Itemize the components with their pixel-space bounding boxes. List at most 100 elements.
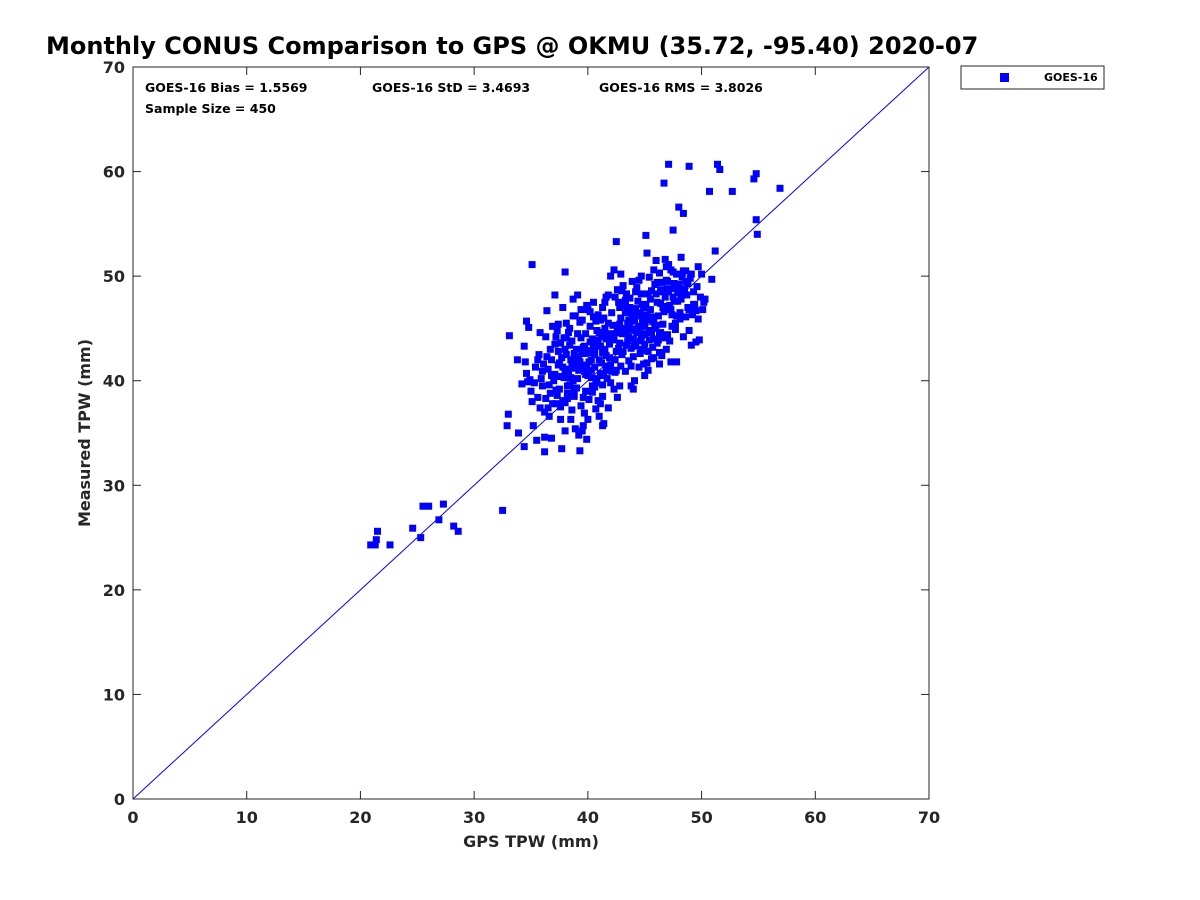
data-point <box>687 341 695 349</box>
data-point <box>657 286 665 294</box>
data-point <box>563 395 571 402</box>
x-tick-label: 60 <box>804 808 826 827</box>
data-point <box>566 341 574 349</box>
data-point <box>588 388 596 396</box>
data-point <box>679 209 687 217</box>
data-point <box>678 273 686 281</box>
data-point <box>577 334 585 342</box>
data-point <box>574 291 582 299</box>
data-point <box>677 253 685 261</box>
data-point <box>524 378 532 386</box>
data-point <box>568 406 576 414</box>
y-tick-label: 40 <box>103 372 125 391</box>
data-point <box>669 226 677 234</box>
data-point <box>682 313 690 321</box>
data-point <box>648 329 655 337</box>
data-point <box>574 375 582 383</box>
data-point <box>631 342 638 350</box>
data-point <box>708 275 716 283</box>
data-point <box>640 304 648 311</box>
data-point <box>567 374 575 382</box>
data-point <box>541 448 549 456</box>
stat-bias: GOES-16 Bias = 1.5569 <box>145 80 307 95</box>
data-point <box>595 329 603 337</box>
data-point <box>591 383 599 391</box>
data-point <box>652 290 660 298</box>
stat-rms: GOES-16 RMS = 3.8026 <box>599 80 763 95</box>
data-point <box>599 381 607 389</box>
data-point <box>644 347 652 355</box>
data-point <box>600 331 608 339</box>
data-point <box>621 367 629 375</box>
data-point <box>684 280 692 287</box>
data-point <box>649 313 657 321</box>
data-point <box>691 300 699 308</box>
data-point <box>571 358 579 366</box>
data-point <box>530 379 538 387</box>
data-point <box>641 322 649 330</box>
data-point <box>504 410 512 418</box>
data-point <box>577 306 585 314</box>
data-point <box>563 389 571 397</box>
data-point <box>613 329 621 337</box>
data-point <box>598 359 605 367</box>
data-point <box>669 293 677 301</box>
y-tick-label: 50 <box>103 267 125 286</box>
data-point <box>633 284 641 292</box>
data-point <box>596 400 604 408</box>
data-point <box>544 404 552 412</box>
data-point <box>575 366 583 374</box>
data-point <box>545 412 553 420</box>
legend-label-goes-16: GOES-16 <box>1044 71 1098 84</box>
data-point <box>450 522 458 530</box>
data-point <box>608 367 616 375</box>
data-point <box>520 342 528 350</box>
data-point <box>611 293 619 301</box>
data-point <box>693 283 701 291</box>
data-point <box>637 272 645 280</box>
data-point <box>559 304 567 311</box>
data-point <box>601 324 609 332</box>
data-point <box>609 321 617 329</box>
data-point <box>582 330 590 338</box>
data-point <box>525 323 533 331</box>
data-point <box>637 290 645 298</box>
data-point <box>666 301 674 309</box>
data-point <box>634 297 642 305</box>
data-point <box>541 408 549 416</box>
data-point <box>658 352 666 360</box>
data-point <box>632 305 640 313</box>
data-point <box>600 372 608 379</box>
data-point <box>643 311 651 319</box>
data-point <box>419 502 427 510</box>
data-point <box>592 317 600 325</box>
data-point <box>590 313 597 321</box>
data-point <box>650 335 658 343</box>
data-point <box>637 333 645 341</box>
data-point <box>569 295 577 303</box>
data-point <box>606 340 613 348</box>
data-point <box>694 315 702 323</box>
one-to-one-line <box>132 66 930 800</box>
data-point <box>656 330 663 338</box>
data-point <box>439 500 447 508</box>
data-point <box>618 351 626 359</box>
data-point <box>546 389 554 397</box>
data-point <box>551 340 559 348</box>
data-point <box>642 315 650 323</box>
data-point <box>586 322 594 330</box>
data-point <box>664 331 671 339</box>
data-point <box>603 362 611 370</box>
data-point <box>671 319 679 327</box>
data-point <box>634 312 642 320</box>
data-point <box>604 404 612 412</box>
data-point <box>543 353 551 361</box>
data-point <box>641 372 649 379</box>
data-point <box>699 306 707 314</box>
data-point <box>696 293 704 301</box>
data-point <box>521 358 529 366</box>
data-point <box>624 337 632 345</box>
y-tick-label: 10 <box>103 685 125 704</box>
data-point <box>555 373 563 380</box>
data-point <box>372 536 380 544</box>
